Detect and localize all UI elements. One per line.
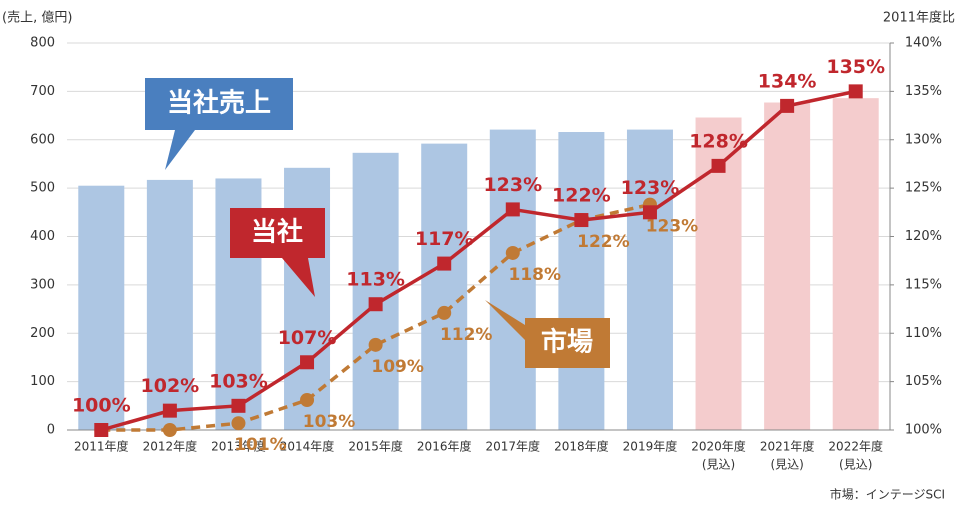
x-tick-label: 2014年度 [280,439,335,454]
x-tick-label: 2015年度 [348,439,403,454]
data-label: 109% [371,357,424,377]
data-label: 134% [758,70,817,92]
data-label: 117% [415,228,474,250]
marker [780,98,795,113]
marker [437,256,452,271]
x-tick-label: (見込) [839,458,872,472]
source: 市場：インテージSCI [830,487,945,502]
y-tick-label: 200 [30,326,55,341]
marker [231,416,246,431]
plot: 0 100 200 300 400 500 600 700 800 100% 105% 110% 115… [30,36,942,472]
data-label: 112% [440,325,493,345]
callout-text: 当社売上 [167,88,271,119]
data-label: 100% [72,395,131,417]
x-tick-label: 2017年度 [486,439,541,454]
y-tick-label: 0 [47,423,55,438]
bar [558,132,605,430]
callouts: 当社売上 当社 市場 [145,78,610,368]
marker [162,423,177,437]
y-tick-label: 100 [30,374,55,389]
data-label: 103% [303,412,356,432]
bar [489,129,536,430]
marker [437,305,452,320]
data-label: 123% [483,174,542,196]
x-tick-label: 2013年度 [211,439,266,454]
x-tick-label: 2022年度 [828,439,883,454]
marker [300,393,315,408]
bar [832,98,879,431]
bar [421,143,468,430]
marker [574,213,589,228]
y2-tick-label: 105% [905,374,942,389]
marker [94,423,109,437]
marker [368,337,383,352]
bar [764,102,811,430]
data-label: 103% [209,370,268,392]
marker [505,245,520,260]
marker [642,205,657,220]
marker [505,202,520,217]
y-tick-label: 500 [30,181,55,196]
x-tick-label: 2021年度 [760,439,815,454]
callout-text: 当社 [251,217,303,248]
y-tick-label: 600 [30,132,55,147]
data-label: 122% [577,232,630,252]
bar [284,167,331,430]
data-label: 128% [689,130,748,152]
line [100,89,857,432]
x-tick-label: 2018年度 [554,439,609,454]
y2-tick-label: 115% [905,277,942,292]
marker [368,297,383,312]
x-tick-label: 2019年度 [623,439,678,454]
data-label: 122% [552,185,611,207]
marker [162,403,177,418]
y2-tick-label: 100% [905,423,942,438]
x-tick-label: (見込) [702,458,735,472]
y-tick-label: 300 [30,277,55,292]
data-label: 102% [141,375,200,397]
callout-box [485,300,610,368]
marker [848,84,863,99]
data-label: 123% [646,217,699,237]
x-tick-label: 2016年度 [417,439,472,454]
y-tick-label: 800 [30,36,55,51]
marker [300,355,315,370]
marker [711,158,726,173]
x-tick-label: 2012年度 [143,439,198,454]
y-tick-label: 700 [30,84,55,99]
x-tick-label: 2011年度 [74,439,129,454]
y2-tick-label: 110% [905,326,942,341]
y2-tick-label: 140% [905,36,942,51]
y2-tick-label: 135% [905,84,942,99]
y2-tick-label: 125% [905,181,942,196]
y-tick-label: 400 [30,229,55,244]
data-label: 123% [621,177,680,199]
y2-tick-label: 130% [905,132,942,147]
data-label: 118% [509,265,562,285]
y-axis-label: (売上, 億円) [2,10,72,26]
callout-box [145,78,293,170]
data-label: 101% [234,435,287,455]
bar [146,179,193,430]
x-tick-label: 2020年度 [691,439,746,454]
callout-text: 市場 [541,327,593,358]
line [101,202,651,432]
y2-axis-label: 2011年度比 [883,10,955,26]
x-tick-label: (見込) [770,458,803,472]
data-label: 113% [346,269,405,291]
data-label: 135% [826,56,885,78]
bar [352,152,399,430]
y2-tick-label: 120% [905,229,942,244]
data-label: 107% [278,327,337,349]
marker [231,398,246,413]
callout-box [230,208,325,297]
bar [78,185,125,430]
bar [626,129,673,430]
